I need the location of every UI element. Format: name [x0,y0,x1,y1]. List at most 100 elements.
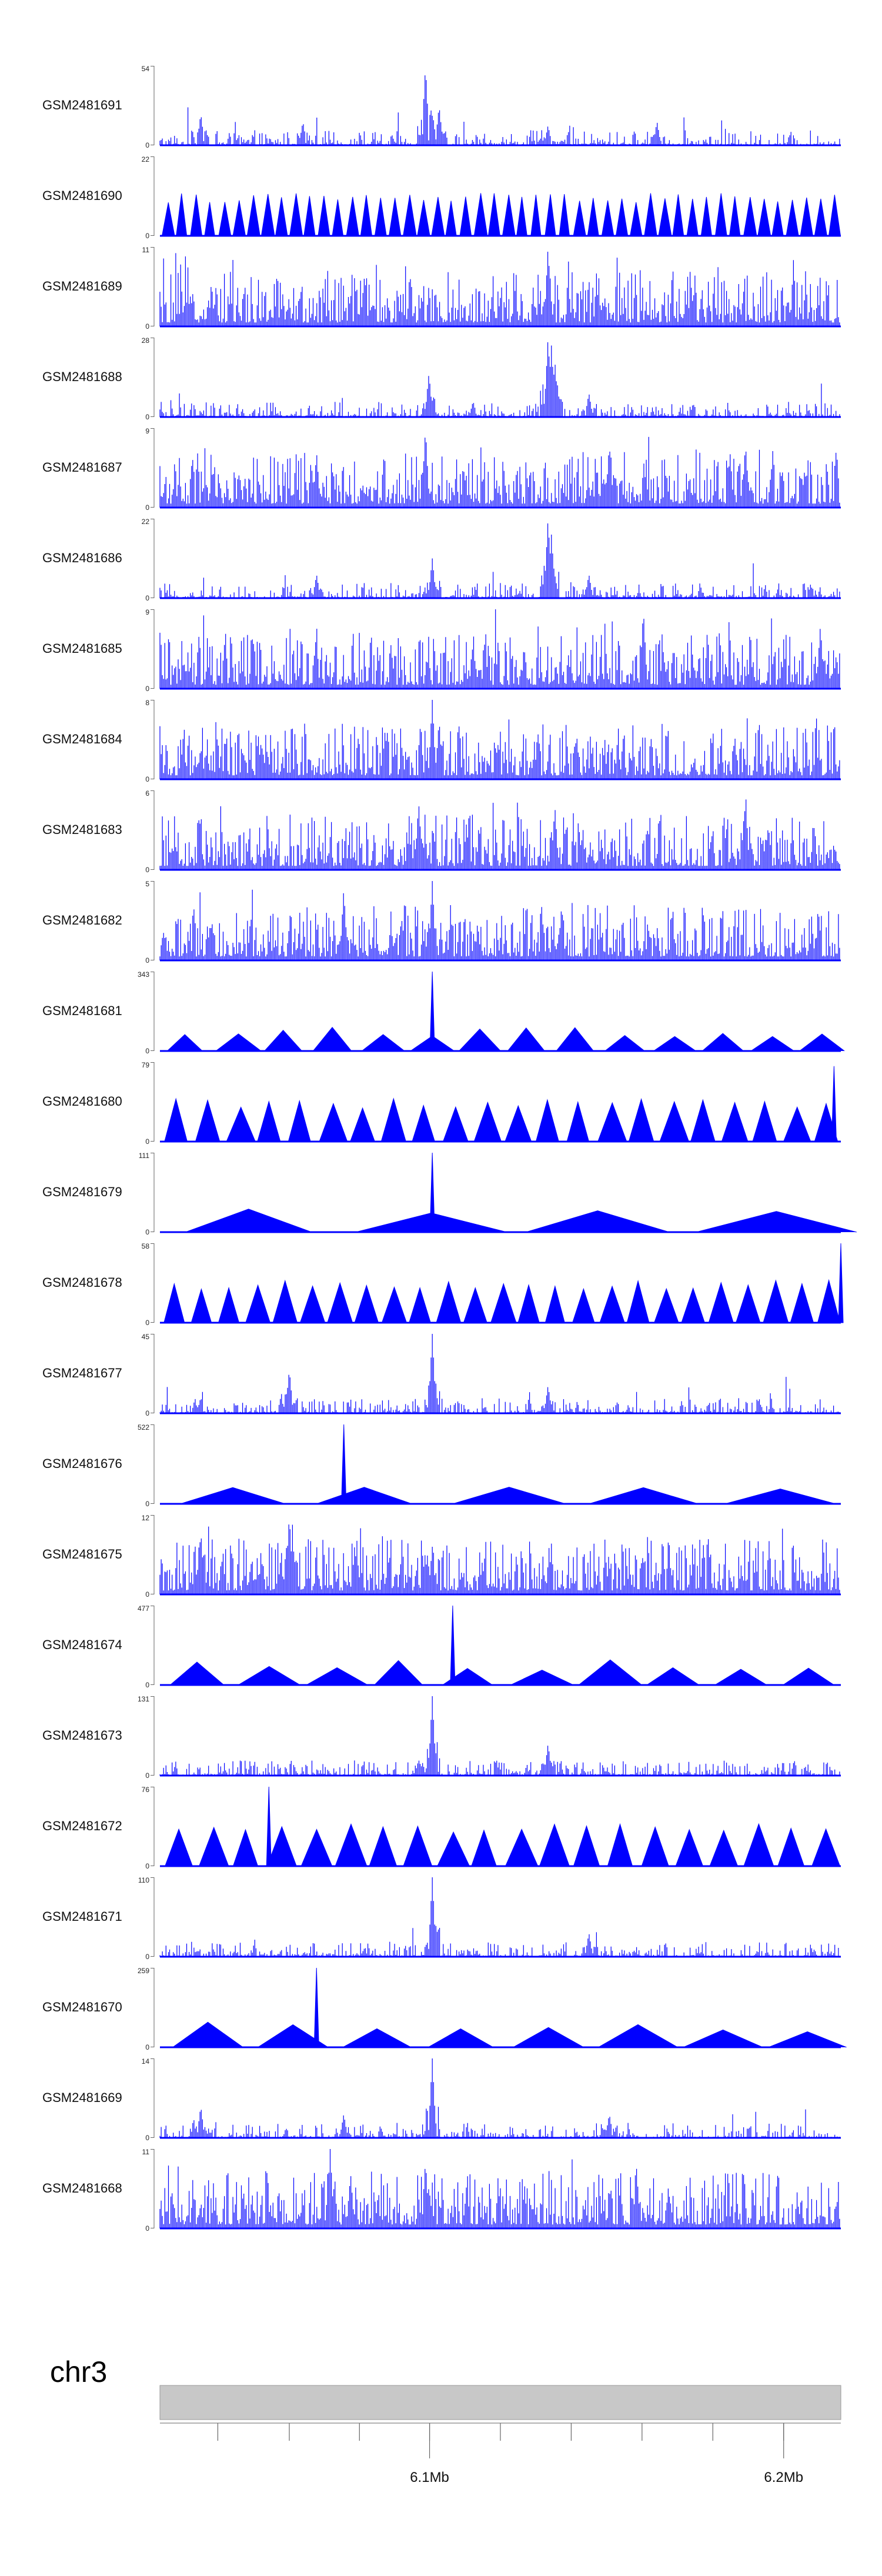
signal-bars [159,1334,840,1413]
track-label: GSM2481691 [42,97,122,112]
signal-area [160,1424,841,1504]
signal-bars [159,1524,840,1594]
y-max-label: 5 [145,880,149,888]
track-label: GSM2481671 [42,1908,122,1924]
signal-area [160,1786,841,1867]
y-max-label: 28 [142,336,150,345]
y-min-label: 0 [145,2043,149,2051]
signal-bars [159,436,840,508]
y-min-label: 0 [145,775,149,783]
signal-area [160,1967,847,2048]
y-max-label: 22 [142,518,150,526]
track-label: GSM2481690 [42,188,122,203]
track-label: GSM2481674 [42,1637,122,1652]
track-plot: 522 0 [138,1423,841,1508]
track-plot: 90 [145,427,841,512]
track-label: GSM2481679 [42,1184,122,1199]
y-min-label: 0 [145,1047,149,1055]
track-label: GSM2481688 [42,369,122,384]
track-plot: 50 [145,880,841,965]
track-label: GSM2481668 [42,2180,122,2195]
track-label: GSM2481686 [42,550,122,565]
track-GSM2481675: GSM2481675 12 0 [0,1514,882,1606]
track-plot: 111 0 [139,1152,857,1236]
track-panel: GSM2481691 54 0 GSM2481690 22 0 GSM2481689 11 0 G… [0,65,882,2233]
y-min-label: 0 [145,2224,149,2233]
track-GSM2481673: GSM2481673 131 0 [0,1695,882,1787]
track-plot: 80 [145,699,841,783]
signal-bars [159,523,840,598]
signal-bars [159,2149,840,2228]
y-max-label: 110 [138,1876,149,1884]
track-GSM2481684: GSM2481684 8 0 [0,699,882,791]
signal-area [160,971,845,1052]
chromosome-label: chr3 [50,2355,108,2388]
y-max-label: 14 [142,2057,150,2066]
genome-axis-label: 6.2Mb [764,2470,803,2485]
y-max-label: 79 [142,1061,150,1069]
y-max-label: 45 [142,1333,150,1341]
y-max-label: 12 [142,1514,150,1522]
y-max-label: 9 [145,608,149,616]
track-label: GSM2481689 [42,278,122,293]
track-GSM2481689: GSM2481689 11 0 [0,246,882,338]
track-label: GSM2481682 [42,912,122,927]
y-min-label: 0 [145,594,149,602]
track-plot: 477 0 [138,1604,841,1689]
signal-bars [159,609,840,689]
track-label: GSM2481684 [42,731,122,746]
track-label: GSM2481676 [42,1456,122,1471]
track-GSM2481669: GSM2481669 14 0 [0,2057,882,2150]
y-min-label: 0 [145,1228,149,1236]
y-max-label: 11 [142,246,150,254]
signal-bars [159,1696,840,1776]
signal-bars [159,252,840,326]
signal-bars [159,700,840,779]
track-plot: 90 [145,608,841,693]
signal-bars [159,342,840,417]
signal-bars [159,2058,840,2138]
y-min-label: 0 [145,685,149,693]
y-max-label: 22 [142,155,150,163]
track-GSM2481677: GSM2481677 45 0 [0,1333,882,1425]
track-label: GSM2481685 [42,640,122,656]
track-label: GSM2481673 [42,1727,122,1743]
track-GSM2481671: GSM2481671 110 0 [0,1876,882,1968]
y-min-label: 0 [145,1681,149,1689]
track-plot: 22 0 [142,155,841,240]
track-label: GSM2481677 [42,1365,122,1380]
track-plot: 79 0 [142,1061,841,1146]
y-min-label: 0 [145,866,149,874]
y-max-label: 111 [139,1152,150,1160]
y-max-label: 131 [138,1695,149,1703]
track-label: GSM2481687 [42,459,122,475]
genome-axis-label: 6.1Mb [410,2470,449,2485]
y-max-label: 9 [145,427,149,435]
y-max-label: 522 [138,1423,149,1432]
track-label: GSM2481675 [42,1546,122,1561]
y-max-label: 11 [142,2148,150,2156]
signal-bars [159,75,840,145]
signal-area [160,193,841,236]
y-min-label: 0 [145,1862,149,1870]
track-label: GSM2481680 [42,1093,122,1109]
signal-area [160,1152,857,1233]
track-GSM2481688: GSM2481688 28 0 [0,336,882,429]
y-min-label: 0 [145,141,149,149]
y-max-label: 54 [142,65,150,73]
signal-area [160,1243,844,1323]
signal-area [160,1066,841,1142]
y-min-label: 0 [145,1319,149,1327]
y-min-label: 0 [145,1500,149,1508]
y-max-label: 477 [138,1604,149,1613]
y-max-label: 76 [142,1786,150,1794]
track-GSM2481680: GSM2481680 79 0 [0,1061,882,1153]
track-plot: 45 0 [142,1333,841,1417]
track-plot: 259 0 [138,1967,847,2051]
track-plot: 58 0 [142,1242,844,1327]
y-max-label: 58 [142,1242,150,1250]
track-plot: 60 [145,789,841,874]
track-plot: 76 0 [142,1786,841,1870]
track-label: GSM2481669 [42,2090,122,2105]
